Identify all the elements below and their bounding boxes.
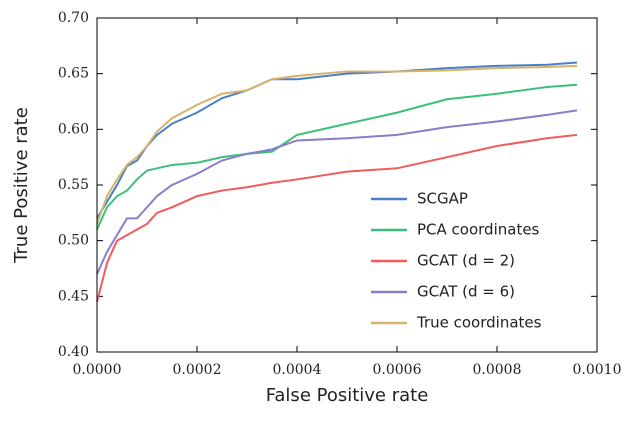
x-tick-label: 0.0008 (473, 362, 522, 378)
series-line (96, 109, 578, 275)
legend-label: SCGAP (417, 190, 468, 208)
series-line (96, 83, 578, 230)
series-line (96, 133, 578, 303)
x-axis-label: False Positive rate (266, 385, 429, 406)
series-line (96, 64, 578, 225)
y-tick-label: 0.40 (58, 344, 89, 360)
y-tick-label: 0.70 (58, 10, 89, 26)
y-tick-label: 0.50 (58, 233, 89, 249)
y-tick-label: 0.60 (58, 121, 89, 137)
legend-label: True coordinates (416, 314, 542, 332)
x-tick-label: 0.0006 (373, 362, 422, 378)
x-tick-label: 0.0000 (73, 362, 122, 378)
x-tick-label: 0.0010 (573, 362, 622, 378)
y-axis-label: True Positive rate (11, 107, 32, 264)
legend-label: PCA coordinates (417, 221, 540, 239)
y-tick-label: 0.45 (58, 288, 89, 304)
x-tick-label: 0.0004 (273, 362, 322, 378)
legend-label: GCAT (d = 6) (417, 283, 515, 301)
x-tick-label: 0.0002 (173, 362, 222, 378)
y-tick-label: 0.65 (58, 66, 89, 82)
plot-frame (96, 17, 598, 353)
legend-label: GCAT (d = 2) (417, 252, 515, 270)
y-tick-label: 0.55 (58, 177, 89, 193)
